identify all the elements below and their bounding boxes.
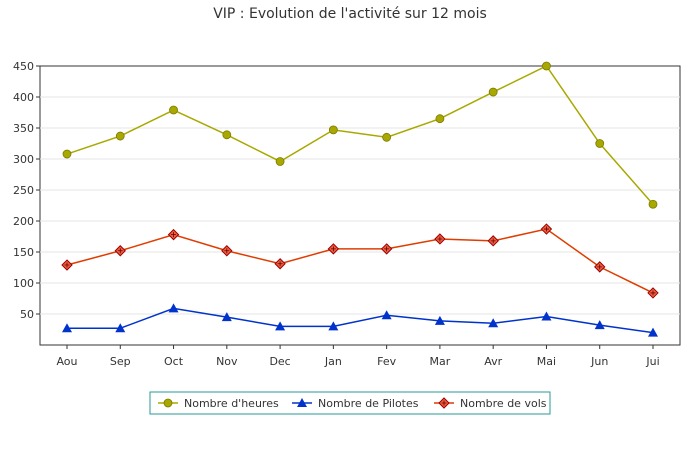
legend-label: Nombre de vols	[460, 397, 547, 410]
x-tick-label: Fev	[377, 355, 396, 368]
x-tick-label: Avr	[484, 355, 502, 368]
series-line	[66, 228, 654, 294]
y-tick-label: 200	[13, 215, 34, 228]
data-point	[381, 310, 392, 320]
data-point	[167, 228, 180, 241]
x-tick-label: Mai	[537, 355, 556, 368]
data-point-cross	[650, 290, 656, 296]
data-point	[648, 327, 658, 337]
legend-marker	[297, 398, 307, 407]
series-1	[62, 61, 658, 209]
data-point	[62, 149, 72, 159]
legend-item: Nombre de Pilotes	[292, 397, 419, 410]
data-point	[541, 311, 552, 321]
x-tick-label: Dec	[269, 355, 290, 368]
series-group	[61, 61, 659, 337]
data-point-cross	[117, 248, 123, 254]
y-tick-label: 150	[13, 246, 34, 259]
series-line	[66, 65, 654, 205]
data-point	[542, 61, 551, 71]
data-point	[328, 321, 339, 331]
data-point	[380, 243, 393, 255]
data-point	[434, 233, 446, 245]
data-point	[61, 259, 73, 271]
data-point-cross	[277, 261, 283, 267]
data-point-cross	[543, 226, 549, 232]
x-tick-label: Aou	[56, 355, 77, 368]
data-point-cross	[490, 238, 496, 244]
legend-label: Nombre de Pilotes	[318, 397, 419, 410]
data-point	[595, 139, 605, 148]
legend-marker-cross	[441, 400, 447, 406]
data-point-cross	[64, 262, 70, 268]
legend-item: Nombre d'heures	[158, 397, 279, 410]
y-tick-label: 250	[13, 184, 34, 197]
series-line	[67, 307, 654, 334]
data-point	[114, 245, 126, 257]
data-point	[222, 130, 232, 140]
x-tick-label: Jan	[324, 355, 342, 368]
data-point	[221, 245, 233, 257]
data-point	[488, 318, 499, 328]
series-3	[61, 223, 659, 299]
data-point	[487, 235, 499, 247]
x-tick-label: Nov	[216, 355, 238, 368]
y-tick-label: 50	[20, 308, 34, 321]
legend-box	[149, 391, 551, 415]
data-point	[647, 287, 659, 299]
data-point	[169, 105, 178, 115]
data-point	[327, 243, 340, 255]
x-tick-label: Jun	[590, 355, 608, 368]
plot-border	[39, 65, 681, 346]
data-point	[168, 303, 179, 313]
y-tick-label: 300	[13, 153, 34, 166]
data-point-cross	[384, 246, 390, 252]
plot-area	[39, 65, 681, 346]
legend-item: Nombre de vols	[434, 397, 547, 410]
x-tick-label: Oct	[164, 355, 184, 368]
data-point-cross	[224, 248, 230, 254]
data-point	[115, 323, 126, 333]
data-point	[275, 321, 286, 331]
series-2	[62, 303, 658, 337]
data-point-cross	[171, 232, 177, 238]
x-axis: Aou Sep Oct Nov Dec Jan Fev Mar Avr Mai Jun Jui	[56, 345, 660, 368]
data-point	[488, 87, 498, 97]
data-point	[648, 199, 658, 209]
x-tick-label: Sep	[110, 355, 131, 368]
data-point-cross	[597, 264, 603, 270]
chart-title: VIP : Evolution de l'activité sur 12 moi…	[213, 6, 487, 22]
data-point	[62, 323, 72, 333]
data-point	[274, 258, 286, 270]
data-point	[434, 315, 445, 325]
data-point	[115, 131, 125, 141]
legend-marker	[438, 397, 450, 409]
legend-label: Nombre d'heures	[184, 397, 279, 410]
y-tick-label: 400	[13, 91, 34, 104]
grid-lines	[40, 96, 680, 315]
data-point	[275, 157, 285, 166]
x-tick-label: Jui	[645, 355, 659, 368]
data-point-cross	[330, 246, 336, 252]
data-point	[221, 312, 232, 322]
legend-marker	[163, 398, 173, 408]
data-point-cross	[437, 236, 443, 242]
data-point	[382, 132, 392, 142]
data-point	[435, 114, 445, 124]
data-point	[540, 223, 553, 235]
y-tick-label: 450	[13, 60, 34, 73]
data-point	[594, 320, 605, 330]
data-point	[594, 261, 606, 273]
x-tick-label: Mar	[430, 355, 451, 368]
y-tick-label: 350	[13, 122, 34, 135]
y-tick-label: 100	[13, 277, 34, 290]
data-point	[328, 125, 338, 135]
legend: Nombre d'heures Nombre de Pilotes Nombre d…	[149, 391, 551, 415]
y-axis: 50 100 150 200 250 300 350 400 450	[13, 60, 40, 321]
